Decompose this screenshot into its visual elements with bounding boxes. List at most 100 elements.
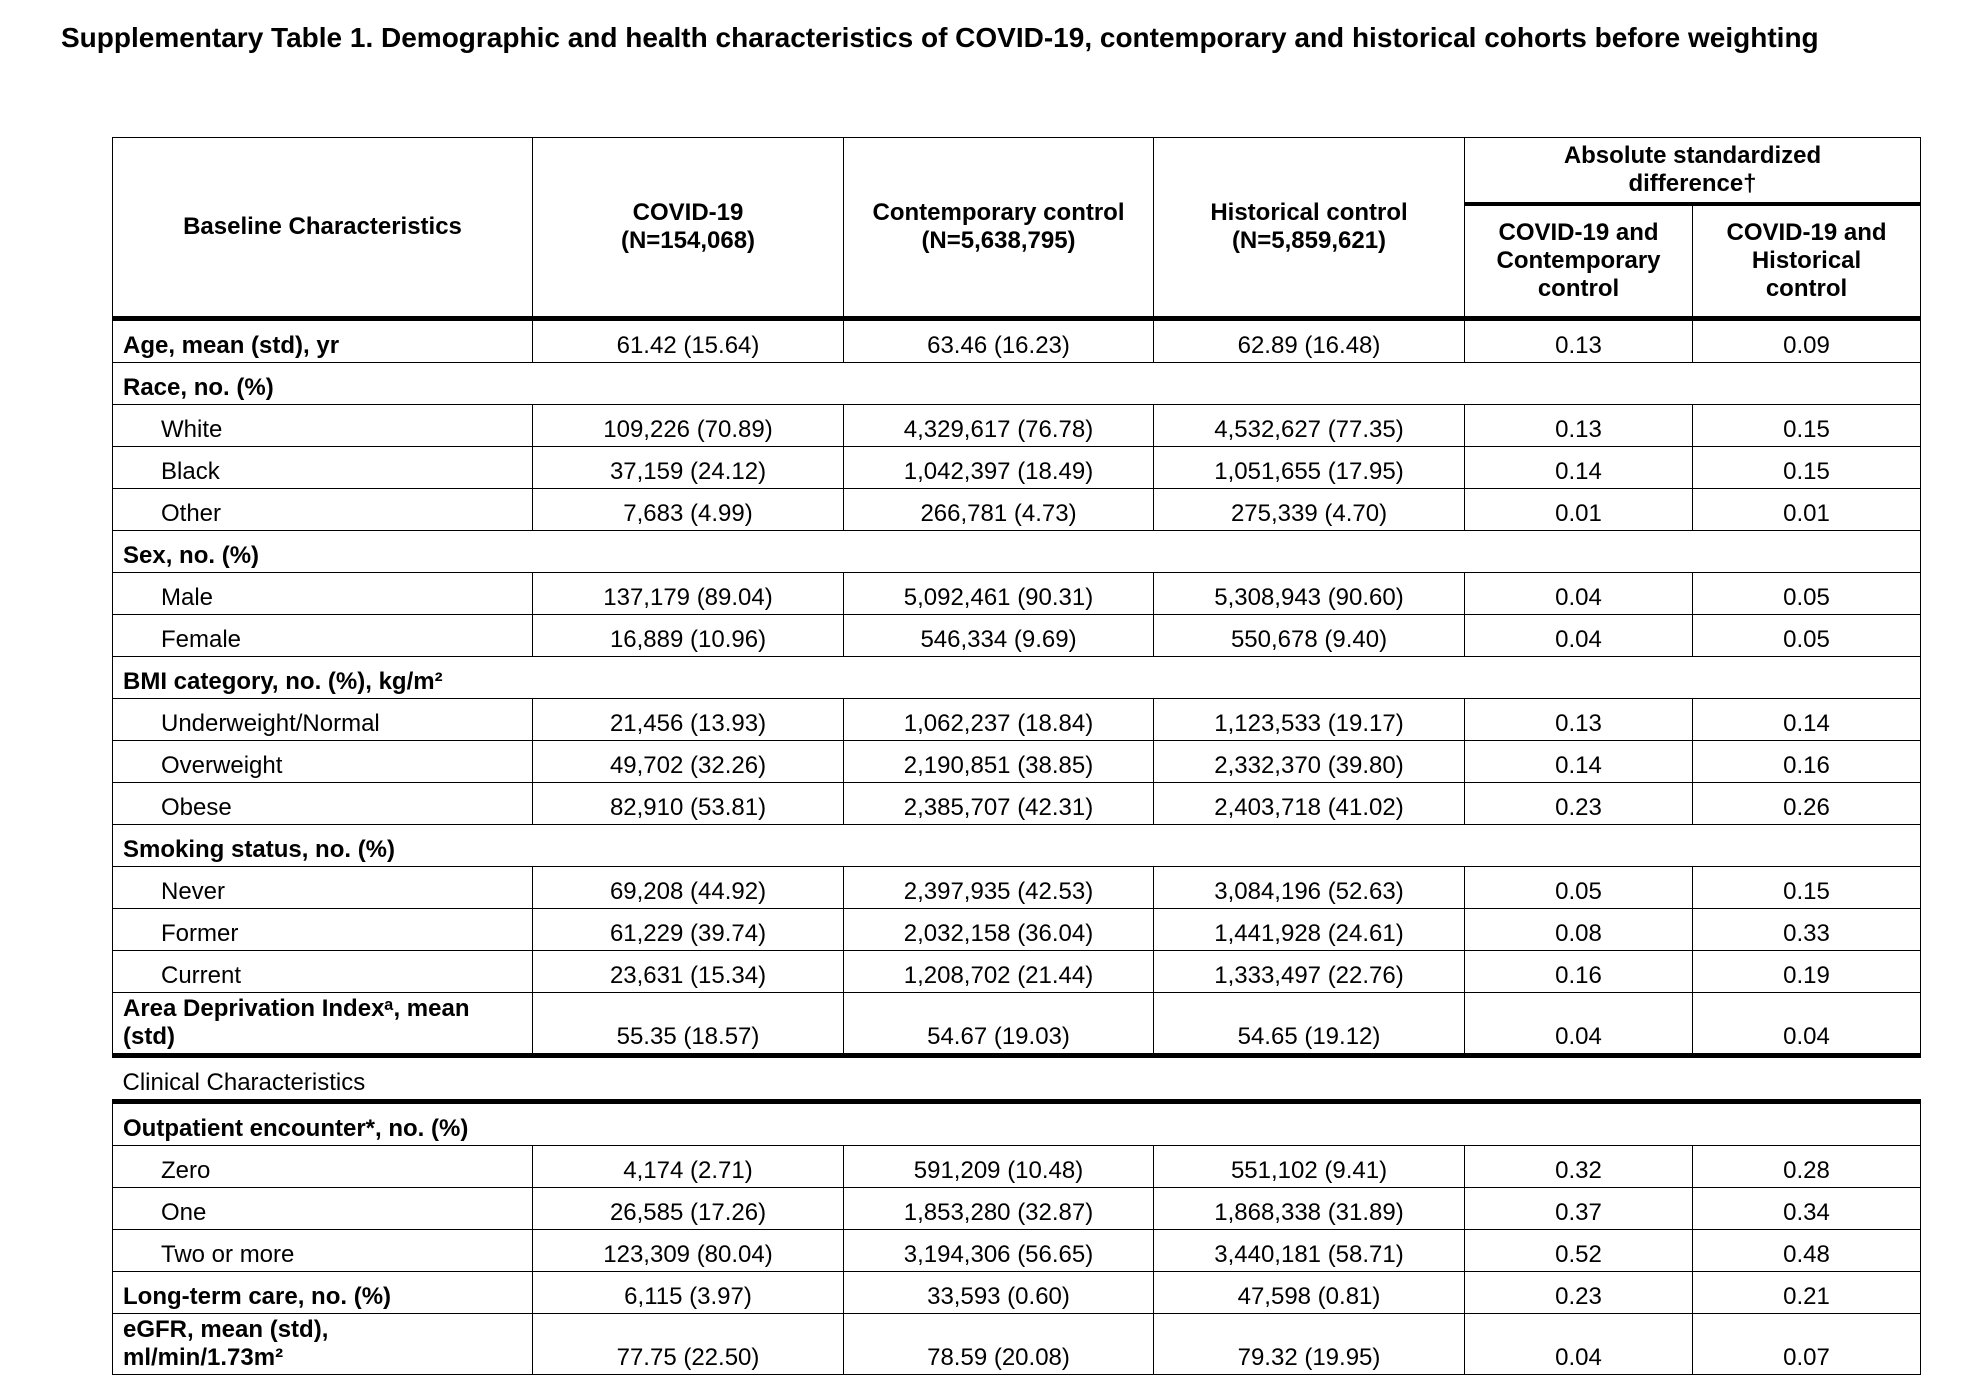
cell-value: 0.15 [1692,445,1921,489]
table-row: Obese 82,910 (53.81) 2,385,707 (42.31) 2,40… [112,781,1921,825]
cell-value: 0.16 [1692,739,1921,783]
cell-value: 21,456 (13.93) [532,697,844,741]
row-label: Former [112,907,533,951]
table-row: Overweight 49,702 (32.26) 2,190,851 (38.85… [112,739,1921,783]
cell-value: 0.05 [1464,865,1693,909]
cell-value: 16,889 (10.96) [532,613,844,657]
cell-value: 0.14 [1464,739,1693,783]
cell-value: 1,853,280 (32.87) [843,1186,1154,1230]
cell-value: 0.05 [1692,571,1921,615]
table-row: Area Deprivation Indexᵃ, mean (std) 55.35… [112,991,1921,1058]
cell-value: 3,194,306 (56.65) [843,1228,1154,1272]
group-label: BMI category, no. (%), kg/m² [112,655,1921,699]
row-label: Underweight/Normal [112,697,533,741]
cell-value: 1,208,702 (21.44) [843,949,1154,993]
table-row: Smoking status, no. (%) [112,823,1921,867]
table-row: Outpatient encounter*, no. (%) [112,1100,1921,1146]
cell-value: 0.04 [1464,613,1693,657]
cell-value: 33,593 (0.60) [843,1270,1154,1314]
row-label: Zero [112,1144,533,1188]
cell-value: 0.01 [1464,487,1693,531]
group-label: Smoking status, no. (%) [112,823,1921,867]
table-row: Black 37,159 (24.12) 1,042,397 (18.49) 1,05… [112,445,1921,489]
cell-value: 47,598 (0.81) [1153,1270,1465,1314]
cell-value: 1,868,338 (31.89) [1153,1186,1465,1230]
cell-value: 0.04 [1464,1312,1693,1375]
cell-value: 137,179 (89.04) [532,571,844,615]
row-label: Age, mean (std), yr [112,317,533,363]
cell-value: 0.16 [1464,949,1693,993]
column-header: COVID-19 and Contemporary control [1464,203,1693,321]
table-row: Race, no. (%) [112,361,1921,405]
cell-value: 0.07 [1692,1312,1921,1375]
cell-value: 6,115 (3.97) [532,1270,844,1314]
cell-value: 0.04 [1464,991,1693,1058]
table-row: Current 23,631 (15.34) 1,208,702 (21.44) 1,… [112,949,1921,993]
cell-value: 1,051,655 (17.95) [1153,445,1465,489]
table-row: One 26,585 (17.26) 1,853,280 (32.87) 1,868,… [112,1186,1921,1230]
table-row: BMI category, no. (%), kg/m² [112,655,1921,699]
cell-value: 37,159 (24.12) [532,445,844,489]
column-header: COVID-19 and Historical control [1692,203,1921,321]
cell-value: 4,174 (2.71) [532,1144,844,1188]
cell-value: 78.59 (20.08) [843,1312,1154,1375]
cell-value: 591,209 (10.48) [843,1144,1154,1188]
cell-value: 0.13 [1464,403,1693,447]
row-label: eGFR, mean (std), ml/min/1.73m² [112,1312,533,1375]
cell-value: 0.48 [1692,1228,1921,1272]
cell-value: 0.05 [1692,613,1921,657]
cell-value: 546,334 (9.69) [843,613,1154,657]
cell-value: 1,042,397 (18.49) [843,445,1154,489]
cell-value: 1,333,497 (22.76) [1153,949,1465,993]
cell-value: 0.13 [1464,317,1693,363]
cell-value: 2,332,370 (39.80) [1153,739,1465,783]
cell-value: 23,631 (15.34) [532,949,844,993]
cell-value: 7,683 (4.99) [532,487,844,531]
cell-value: 0.19 [1692,949,1921,993]
cell-value: 61.42 (15.64) [532,317,844,363]
table-row: Underweight/Normal 21,456 (13.93) 1,062,23… [112,697,1921,741]
cell-value: 2,032,158 (36.04) [843,907,1154,951]
cell-value: 0.37 [1464,1186,1693,1230]
cell-value: 0.14 [1464,445,1693,489]
cell-value: 2,403,718 (41.02) [1153,781,1465,825]
cell-value: 62.89 (16.48) [1153,317,1465,363]
row-label: Black [112,445,533,489]
group-header: Absolute standardized difference† [1464,137,1921,206]
cell-value: 4,532,627 (77.35) [1153,403,1465,447]
cell-value: 1,062,237 (18.84) [843,697,1154,741]
section-title: Clinical Characteristics [112,1054,1921,1104]
row-label: White [112,403,533,447]
cell-value: 109,226 (70.89) [532,403,844,447]
table-row: Long-term care, no. (%) 6,115 (3.97) 33,59… [112,1270,1921,1314]
cell-value: 550,678 (9.40) [1153,613,1465,657]
table-row: Zero 4,174 (2.71) 591,209 (10.48) 551,102 (… [112,1144,1921,1188]
table-row: Sex, no. (%) [112,529,1921,573]
group-label: Sex, no. (%) [112,529,1921,573]
cell-value: 55.35 (18.57) [532,991,844,1058]
cell-value: 77.75 (22.50) [532,1312,844,1375]
cell-value: 3,084,196 (52.63) [1153,865,1465,909]
cell-value: 0.33 [1692,907,1921,951]
cell-value: 2,397,935 (42.53) [843,865,1154,909]
table-row: Other 7,683 (4.99) 266,781 (4.73) 275,339 (… [112,487,1921,531]
cell-value: 2,190,851 (38.85) [843,739,1154,783]
group-label: Race, no. (%) [112,361,1921,405]
cell-value: 0.09 [1692,317,1921,363]
cell-value: 54.67 (19.03) [843,991,1154,1058]
cell-value: 5,308,943 (90.60) [1153,571,1465,615]
cell-value: 2,385,707 (42.31) [843,781,1154,825]
cell-value: 3,440,181 (58.71) [1153,1228,1465,1272]
title: Supplementary Table 1. Demographic and h… [61,22,1819,53]
cell-value: 61,229 (39.74) [532,907,844,951]
cell-value: 0.04 [1464,571,1693,615]
table-row: Never 69,208 (44.92) 2,397,935 (42.53) 3,08… [112,865,1921,909]
cell-value: 63.46 (16.23) [843,317,1154,363]
table-row: Clinical Characteristics [112,1054,1921,1104]
cell-value: 79.32 (19.95) [1153,1312,1465,1375]
cell-value: 551,102 (9.41) [1153,1144,1465,1188]
table-row: White 109,226 (70.89) 4,329,617 (76.78) 4,5… [112,403,1921,447]
row-label: Male [112,571,533,615]
cell-value: 0.52 [1464,1228,1693,1272]
